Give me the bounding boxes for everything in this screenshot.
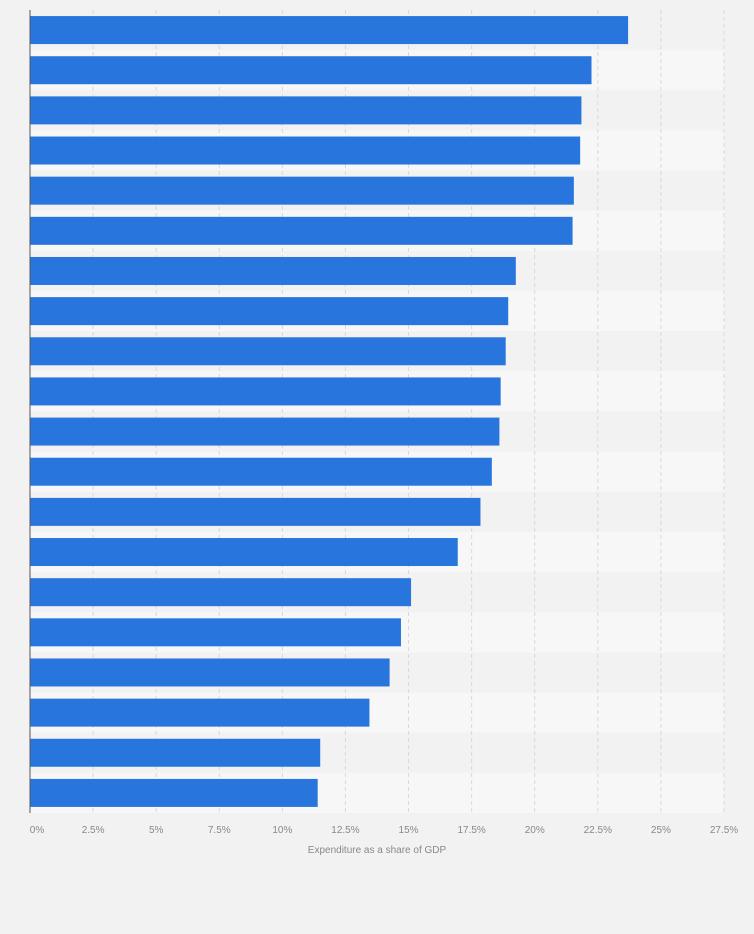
bar[interactable]: 14.7%	[30, 618, 401, 647]
x-tick-label: 2.5%	[82, 825, 105, 836]
bar[interactable]: 18.85%	[30, 337, 506, 366]
x-tick-label: 15%	[399, 825, 419, 836]
bar[interactable]: 13.45%	[30, 698, 370, 727]
x-tick-label: 0%	[30, 825, 45, 836]
x-tick-label: 17.5%	[457, 825, 485, 836]
x-tick-label: 12.5%	[331, 825, 359, 836]
bar[interactable]: 18.95%	[30, 297, 509, 326]
bar[interactable]: 17.85%	[30, 497, 481, 526]
bar[interactable]: 19.25%	[30, 256, 516, 285]
x-tick-labels: 0% 2.5% 5% 7.5% 10% 12.5% 15% 17.5% 20% 22.5% 25% 2…	[30, 825, 739, 836]
x-tick-label: 10%	[272, 825, 292, 836]
bar[interactable]: 21.85%	[30, 96, 582, 125]
bar[interactable]: 21.5%	[30, 216, 573, 245]
x-tick-label: 7.5%	[208, 825, 231, 836]
bar[interactable]: 16.95%	[30, 538, 458, 567]
x-tick-label: 27.5%	[710, 825, 738, 836]
bar[interactable]: 21.55%	[30, 176, 574, 205]
bars: 23.7% 22.25% 21.85% 21.8% 21.55% 21.5% 19.25% 1…	[30, 16, 629, 807]
bar[interactable]: 11.5%	[30, 738, 321, 767]
x-tick-label: 5%	[149, 825, 164, 836]
bar[interactable]: 22.25%	[30, 56, 592, 85]
x-tick-label: 20%	[525, 825, 545, 836]
bar[interactable]: 18.65%	[30, 377, 501, 406]
bar[interactable]: 23.7%	[30, 16, 629, 45]
bar[interactable]: 15.1%	[30, 578, 412, 607]
bar[interactable]: 18.6%	[30, 417, 500, 446]
bar[interactable]: 14.25%	[30, 658, 390, 687]
x-tick-label: 22.5%	[584, 825, 612, 836]
x-axis-label: Expenditure as a share of GDP	[308, 845, 447, 856]
row-bands	[30, 10, 724, 813]
bar[interactable]: 18.3%	[30, 457, 492, 486]
bar[interactable]: 21.8%	[30, 136, 581, 165]
x-tick-label: 25%	[651, 825, 671, 836]
bar[interactable]: 11.4%	[30, 778, 318, 807]
